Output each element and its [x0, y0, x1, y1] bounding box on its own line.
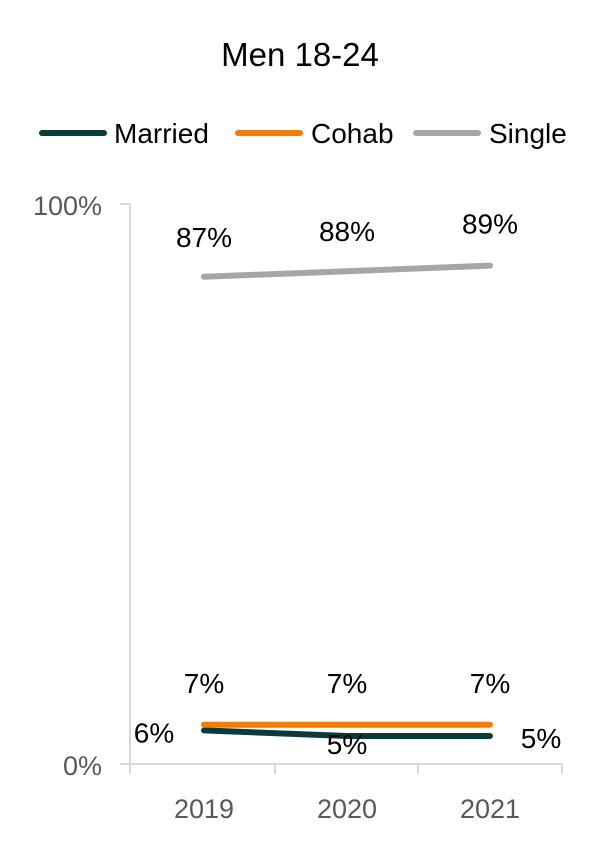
chart-title: Men 18-24	[221, 36, 379, 73]
x-tick-label: 2021	[460, 794, 520, 824]
x-tick-label: 2019	[174, 794, 234, 824]
series-line-single	[201, 262, 493, 280]
legend-label-single: Single	[489, 118, 567, 149]
data-label-married: 5%	[521, 723, 561, 754]
data-label-cohab: 7%	[184, 668, 224, 699]
y-tick-label-bottom: 0%	[63, 751, 102, 781]
data-label-cohab: 7%	[470, 668, 510, 699]
data-label-single: 88%	[319, 216, 375, 247]
data-label-married: 6%	[134, 717, 174, 748]
y-tick-label-top: 100%	[33, 191, 102, 221]
x-tick-label: 2020	[317, 794, 377, 824]
series-line-married	[201, 727, 493, 739]
x-ticks: 2019 2020 2021	[129, 764, 563, 824]
series-lines	[201, 262, 493, 739]
axes: 100% 0%	[33, 191, 562, 781]
legend-label-cohab: Cohab	[311, 118, 394, 149]
data-label-single: 89%	[462, 209, 518, 240]
data-label-single: 87%	[176, 222, 232, 253]
legend: Married Cohab Single	[39, 118, 567, 149]
data-labels: 6% 5% 5% 7% 7% 7% 87% 88% 89%	[134, 209, 561, 760]
legend-label-married: Married	[114, 118, 209, 149]
data-label-married: 5%	[327, 729, 367, 760]
data-label-cohab: 7%	[327, 668, 367, 699]
